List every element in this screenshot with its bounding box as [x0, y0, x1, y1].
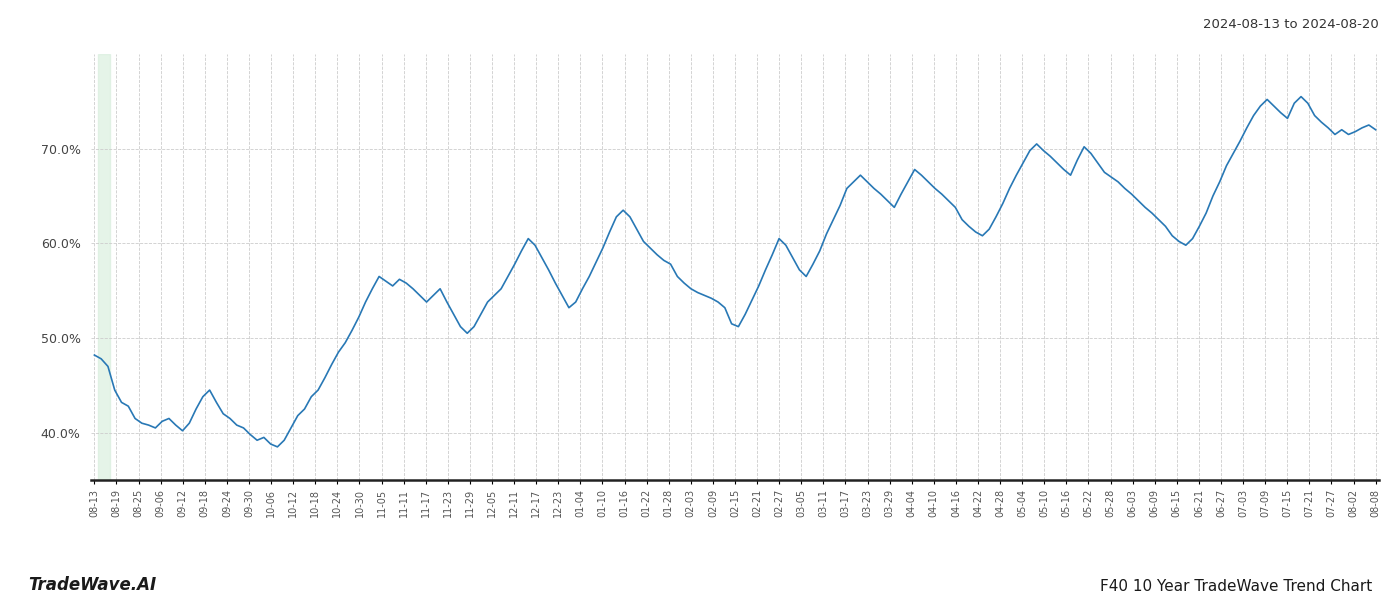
Text: TradeWave.AI: TradeWave.AI — [28, 576, 157, 594]
Text: 2024-08-13 to 2024-08-20: 2024-08-13 to 2024-08-20 — [1203, 18, 1379, 31]
Bar — [98, 54, 111, 480]
Text: F40 10 Year TradeWave Trend Chart: F40 10 Year TradeWave Trend Chart — [1100, 579, 1372, 594]
